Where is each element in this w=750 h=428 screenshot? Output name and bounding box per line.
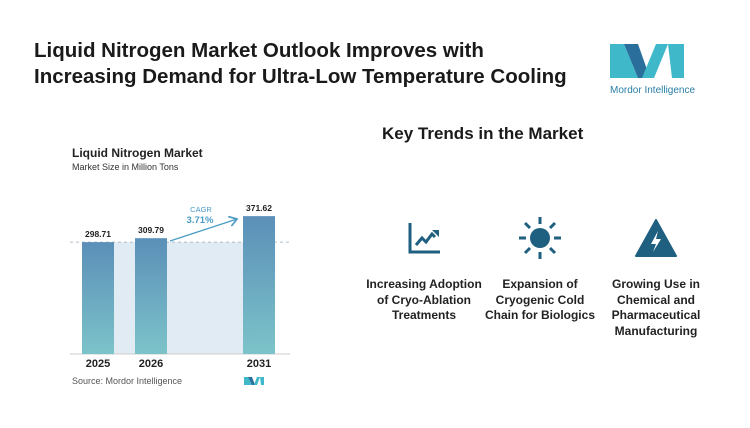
x-tick-label: 2026 bbox=[139, 358, 163, 370]
x-tick-label: 2031 bbox=[247, 358, 271, 370]
bar-2026 bbox=[135, 238, 167, 354]
data-label: 298.71 bbox=[85, 229, 111, 239]
trends-heading: Key Trends in the Market bbox=[382, 124, 584, 143]
cagr-arrow bbox=[169, 219, 237, 242]
chart-subtitle: Market Size in Million Tons bbox=[72, 162, 179, 172]
trend-item: Growing Use in Chemical and Pharmaceutic… bbox=[596, 215, 716, 339]
mordor-logo: Mordor Intelligence bbox=[610, 44, 696, 96]
mini-logo-icon bbox=[244, 377, 264, 385]
warning-lightning-icon bbox=[596, 215, 716, 260]
trend-label: Increasing Adoption of Cryo-Ablation Tre… bbox=[366, 277, 482, 322]
shaded-region bbox=[82, 242, 275, 354]
cagr-value: 3.71% bbox=[187, 215, 214, 226]
chart-source: Source: Mordor Intelligence bbox=[72, 376, 183, 386]
data-label: 371.62 bbox=[246, 203, 272, 213]
sun-icon bbox=[480, 215, 600, 260]
mordor-logo-icon bbox=[610, 44, 684, 78]
line-chart-up-icon bbox=[364, 215, 484, 260]
data-label: 309.79 bbox=[138, 225, 164, 235]
trend-item: Increasing Adoption of Cryo-Ablation Tre… bbox=[364, 215, 484, 324]
logo-text: Mordor Intelligence bbox=[610, 85, 696, 96]
trend-item: Expansion of Cryogenic Cold Chain for Bi… bbox=[480, 215, 600, 324]
trend-label: Growing Use in Chemical and Pharmaceutic… bbox=[611, 277, 701, 338]
page-title: Liquid Nitrogen Market Outlook Improves … bbox=[34, 39, 567, 88]
chart-title: Liquid Nitrogen Market bbox=[72, 146, 203, 160]
cagr-label: CAGR bbox=[190, 205, 212, 214]
trend-label: Expansion of Cryogenic Cold Chain for Bi… bbox=[484, 277, 595, 322]
bar-2025 bbox=[82, 242, 114, 354]
x-tick-label: 2025 bbox=[86, 358, 110, 370]
bar-2031 bbox=[243, 216, 275, 354]
